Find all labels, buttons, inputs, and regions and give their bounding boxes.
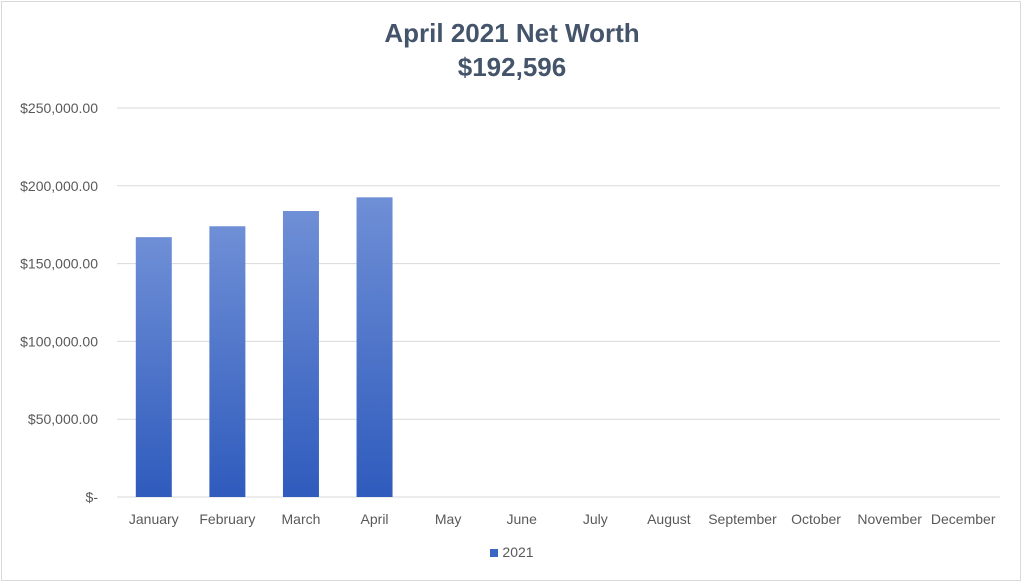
legend-swatch: [490, 549, 499, 558]
x-tick-label: May: [435, 511, 461, 527]
x-tick-label: April: [361, 511, 389, 527]
x-tick-label: November: [857, 511, 922, 527]
chart-subtitle: $192,596: [457, 52, 567, 82]
y-tick-label: $50,000.00: [28, 411, 98, 427]
y-tick-label: $-: [86, 489, 99, 505]
bar-february: [209, 226, 246, 498]
x-tick-label: June: [507, 511, 538, 527]
x-tick-label: February: [199, 511, 255, 527]
x-tick-label: March: [282, 511, 321, 527]
x-tick-label: December: [931, 511, 996, 527]
y-tick-label: $150,000.00: [20, 256, 98, 272]
legend: 2021: [0, 544, 1024, 560]
x-axis-ticks: January February March April May June July Augu…: [129, 511, 996, 527]
y-tick-label: $200,000.00: [20, 178, 98, 194]
bar-april: [356, 197, 393, 497]
x-tick-label: August: [647, 511, 691, 527]
x-tick-label: October: [791, 511, 841, 527]
x-tick-label: September: [708, 511, 777, 527]
y-tick-label: $100,000.00: [20, 333, 98, 349]
y-axis-ticks: $- $50,000.00 $100,000.00 $150,000.00 $200,0…: [20, 100, 98, 505]
bar-january: [135, 237, 172, 497]
x-tick-label: January: [129, 511, 179, 527]
y-tick-label: $250,000.00: [20, 100, 98, 116]
chart-title-block: April 2021 Net Worth $192,596: [0, 16, 1024, 84]
bars: [135, 197, 393, 498]
gridlines: [117, 107, 1000, 498]
chart-title: April 2021 Net Worth: [384, 18, 640, 48]
x-tick-label: July: [583, 511, 608, 527]
legend-label: 2021: [502, 544, 534, 560]
bar-march: [282, 211, 319, 497]
